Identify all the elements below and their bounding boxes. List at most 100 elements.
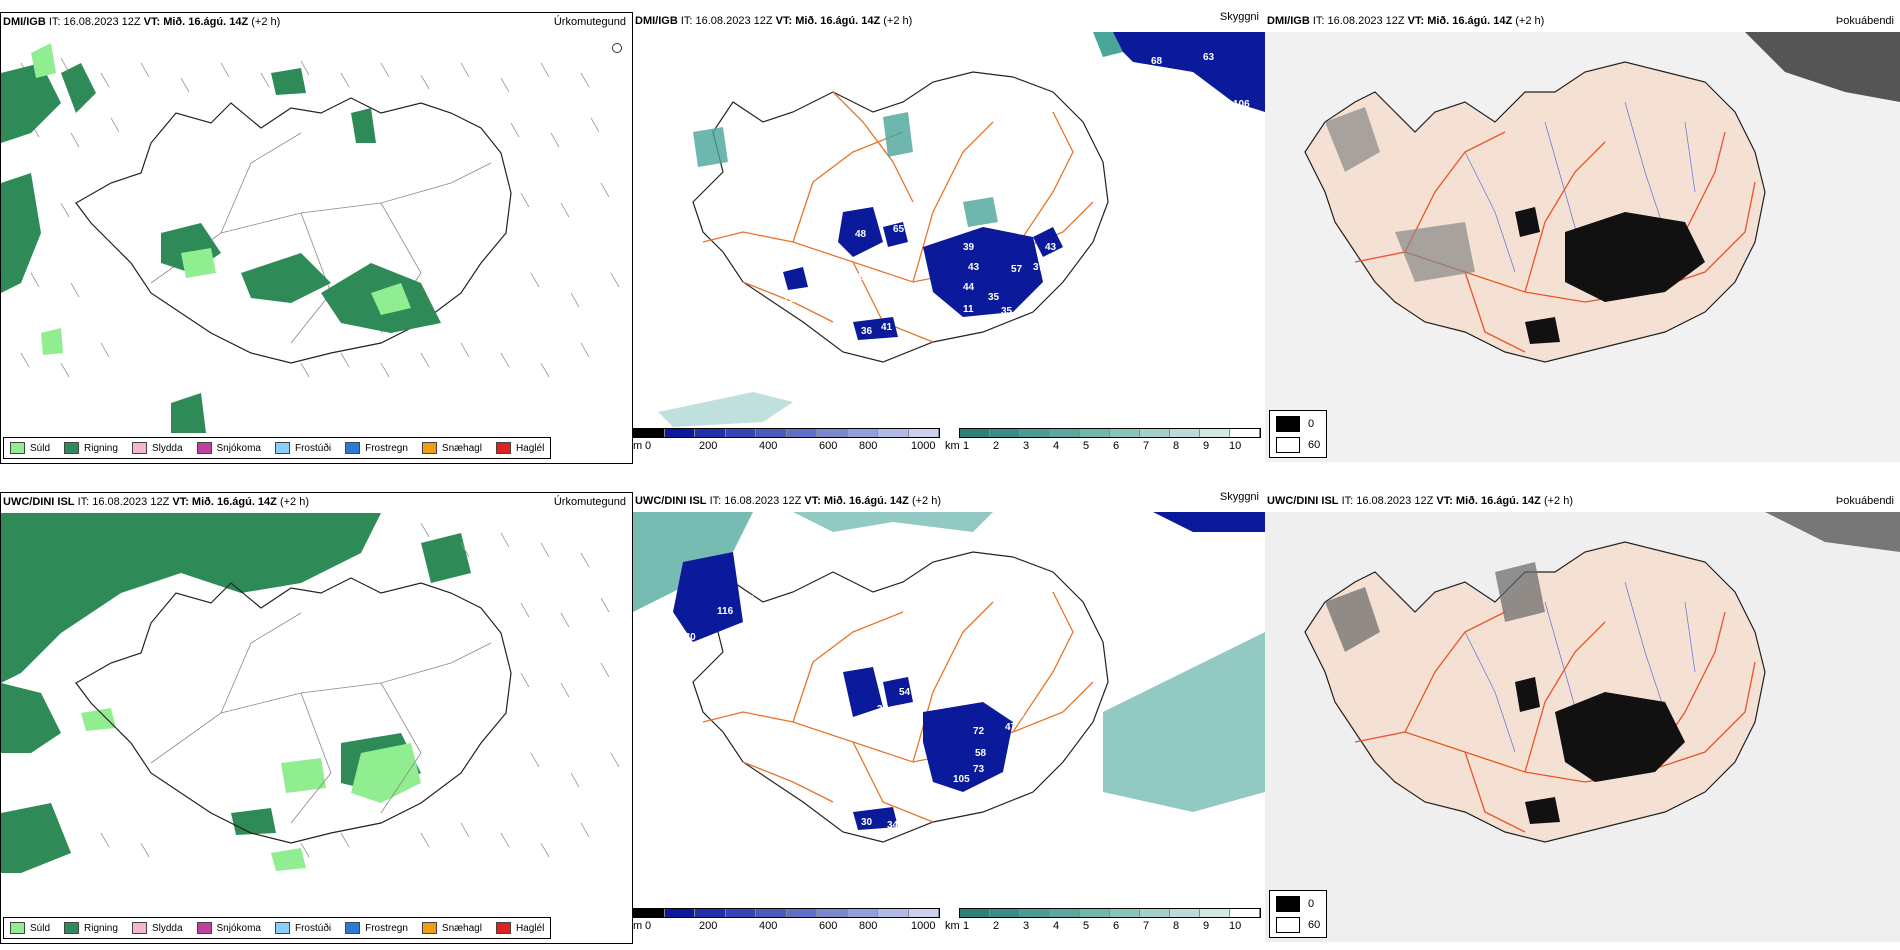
panel-header: UWC/DINI ISL IT: 16.08.2023 12Z VT: Mið.… — [1265, 492, 1900, 510]
legend-item: 60 — [1276, 437, 1320, 453]
fog-areas-grey — [1325, 107, 1475, 282]
legend-item: 60 — [1276, 917, 1320, 933]
vt-label: VT: — [1407, 15, 1425, 27]
wind-barbs — [20, 57, 620, 378]
swatch — [421, 442, 437, 454]
visibility-scale-m: m 0 200 400 600 800 1000 — [633, 908, 940, 942]
panel-precip-type-uwc: UWC/DINI ISL IT: 16.08.2023 12Z VT: Mið.… — [0, 492, 633, 944]
init-time: IT: 16.08.2023 12Z — [48, 16, 141, 28]
scale-tick: 10 — [1229, 440, 1242, 452]
roads — [1354, 131, 1756, 353]
roads — [150, 132, 492, 344]
swatch — [1276, 917, 1300, 933]
legend-label: Frostregn — [365, 922, 408, 934]
vis-value: 48 — [855, 229, 867, 240]
legend-item: 0 — [1276, 896, 1314, 912]
vis-value: 35 — [988, 292, 1000, 303]
legend-item: Haglél — [495, 922, 544, 934]
legend-label: Súld — [30, 442, 51, 454]
scale-tick: 1 — [963, 440, 970, 452]
legend-item: Snæhagl — [421, 922, 482, 934]
scale-unit: km — [945, 440, 960, 452]
panel-fog-dmi: DMI/IGB IT: 16.08.2023 12Z VT: Mið. 16.á… — [1265, 12, 1900, 464]
vis-value: 47 — [1005, 722, 1017, 733]
panel-fog-uwc: UWC/DINI ISL IT: 16.08.2023 12Z VT: Mið.… — [1265, 492, 1900, 944]
vis-value: 41 — [1038, 734, 1050, 745]
legend-item: Slydda — [131, 442, 183, 454]
vis-value: 105 — [953, 774, 970, 785]
fog-area-ne — [1745, 32, 1900, 102]
fog-legend: 0 60 — [1269, 890, 1327, 938]
scale-bar — [959, 428, 1261, 438]
fog-area-ne — [1765, 512, 1900, 552]
scale-tick: 200 — [699, 920, 718, 932]
scale-tick: 3 — [1023, 920, 1030, 932]
legend-label: Rigning — [84, 442, 118, 454]
parameter-label: Þokuábendi — [1835, 15, 1894, 27]
vt-label: VT: — [1436, 495, 1453, 507]
fog-areas-dark — [1515, 677, 1685, 824]
panel-header: UWC/DINI ISL IT: 16.08.2023 12Z VT: Mið.… — [633, 492, 1265, 510]
lead-time: (+2 h) — [1515, 15, 1545, 27]
model-label: DMI/IGB — [1267, 15, 1310, 27]
swatch — [10, 442, 25, 454]
vis-value: 30 — [861, 817, 873, 828]
scale-tick: 6 — [1113, 920, 1120, 932]
vis-value: 36 — [861, 326, 873, 337]
legend-label: 60 — [1308, 919, 1321, 931]
vis-value: 39 — [963, 242, 975, 253]
vis-area-ocean-ne — [1103, 32, 1265, 112]
scale-tick: 9 — [1203, 440, 1210, 452]
legend-label: Snæhagl — [441, 442, 482, 454]
init-time: IT: 16.08.2023 12Z — [709, 495, 802, 507]
scale-tick: 5 — [1083, 920, 1090, 932]
legend-item: Súld — [10, 922, 50, 934]
scale-tick: 8 — [1173, 440, 1180, 452]
scale-tick: 600 — [819, 920, 838, 932]
legend-item: Frostregn — [345, 442, 408, 454]
drizzle-areas — [81, 708, 421, 871]
legend-label: Frostúði — [294, 442, 332, 454]
legend-label: Frostúði — [294, 922, 332, 934]
lead-time: (+2 h) — [251, 16, 281, 28]
scale-unit: m — [633, 920, 643, 932]
lead-time: (+2 h) — [1543, 495, 1573, 507]
model-label: DMI/IGB — [3, 16, 46, 28]
vis-value: 35 — [1001, 306, 1013, 317]
scale-tick: 5 — [1083, 440, 1090, 452]
parameter-label: Þokuábendi — [1835, 495, 1894, 507]
vis-value: 40 — [767, 564, 779, 575]
scale-tick: 600 — [819, 440, 838, 452]
init-time: IT: 16.08.2023 12Z — [680, 15, 773, 27]
legend-label: Snjókoma — [216, 922, 261, 934]
valid-time: Mið. 16.ágú. 14Z — [163, 16, 249, 28]
iceland-outline — [75, 577, 512, 844]
iceland-outline — [75, 97, 512, 364]
swatch — [1276, 437, 1300, 453]
vis-value: 46 — [941, 692, 953, 703]
vis-value: 72 — [973, 726, 985, 737]
vis-value: 41 — [881, 322, 893, 333]
swatch — [131, 442, 147, 454]
legend-label: Snjókoma — [216, 442, 261, 454]
valid-time: Mið. 16.ágú. 14Z — [191, 496, 277, 508]
legend-item: Frostúði — [274, 922, 332, 934]
precip-type-legend: Súld Rigning Slydda Snjókoma Frostúði Fr… — [3, 917, 552, 939]
swatch — [274, 922, 290, 934]
vis-area-teal — [1093, 32, 1123, 57]
vis-value-labels: 54 38 46 43 44 72 47 40 41 58 73 105 69 … — [679, 564, 1050, 831]
rain-areas — [1, 513, 471, 873]
valid-time: Mið. 16.ágú. 14Z — [823, 495, 909, 507]
vis-value: 54 — [899, 687, 911, 698]
vis-value: 66 — [743, 594, 755, 605]
scale-tick: 3 — [1023, 440, 1030, 452]
valid-time: Mið. 16.ágú. 14Z — [1455, 495, 1541, 507]
legend-item: Rigning — [64, 442, 118, 454]
model-label: DMI/IGB — [635, 15, 678, 27]
vis-value: 57 — [1011, 264, 1023, 275]
drizzle-areas — [31, 43, 411, 355]
vis-value: 63 — [1203, 52, 1215, 63]
scale-bar — [633, 428, 940, 438]
vt-label: VT: — [143, 16, 161, 28]
model-label: UWC/DINI ISL — [3, 496, 75, 508]
